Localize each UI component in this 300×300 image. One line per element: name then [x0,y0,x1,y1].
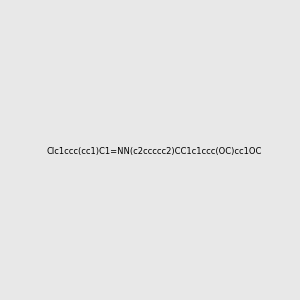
Text: Clc1ccc(cc1)C1=NN(c2ccccc2)CC1c1ccc(OC)cc1OC: Clc1ccc(cc1)C1=NN(c2ccccc2)CC1c1ccc(OC)c… [46,147,261,156]
